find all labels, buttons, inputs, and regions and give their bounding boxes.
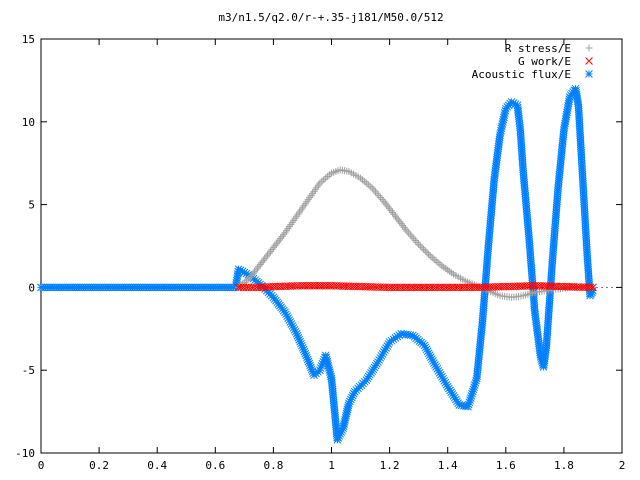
y-axis: -10 -5 0 5 10 15 — [15, 33, 622, 460]
series-2 — [234, 281, 597, 292]
y-tick-label: 5 — [28, 199, 35, 212]
series-3 — [37, 84, 597, 444]
data-point — [589, 283, 597, 292]
data-point — [586, 283, 595, 292]
data-point — [420, 245, 428, 253]
y-tick-label: -5 — [22, 364, 35, 377]
x-axis: 0 0.2 0.4 0.6 0.8 1 1.2 1.4 1.6 1.8 2 — [38, 39, 626, 472]
x-tick-label: 0 — [38, 459, 45, 472]
y-tick-label: -10 — [15, 447, 35, 460]
y-tick-label: 15 — [22, 33, 35, 46]
x-tick-label: 1.2 — [380, 459, 400, 472]
legend-marker — [585, 57, 593, 65]
legend-marker — [585, 70, 593, 78]
chart-title: m3/n1.5/q2.0/r-+.35-j181/M50.0/512 — [218, 11, 443, 24]
data-point — [415, 240, 423, 248]
x-tick-label: 0.6 — [205, 459, 225, 472]
data-point — [425, 250, 433, 258]
data-point — [418, 244, 426, 252]
data-point — [416, 242, 424, 250]
x-tick-label: 0.8 — [263, 459, 283, 472]
legend-label: R stress/E — [505, 42, 571, 55]
data-point — [423, 249, 431, 257]
legend-marker — [585, 44, 593, 52]
x-tick-label: 1.6 — [496, 459, 516, 472]
x-tick-label: 2 — [619, 459, 626, 472]
x-tick-label: 0.2 — [89, 459, 109, 472]
y-tick-label: 0 — [28, 281, 35, 294]
x-tick-label: 0.4 — [147, 459, 167, 472]
series-layer — [37, 84, 597, 444]
data-point — [421, 247, 429, 255]
legend-label: Acoustic flux/E — [472, 68, 571, 81]
y-tick-label: 10 — [22, 116, 35, 129]
legend-label: G work/E — [518, 55, 571, 68]
x-tick-label: 1.8 — [554, 459, 574, 472]
x-tick-label: 1.4 — [438, 459, 458, 472]
x-tick-label: 1 — [328, 459, 335, 472]
